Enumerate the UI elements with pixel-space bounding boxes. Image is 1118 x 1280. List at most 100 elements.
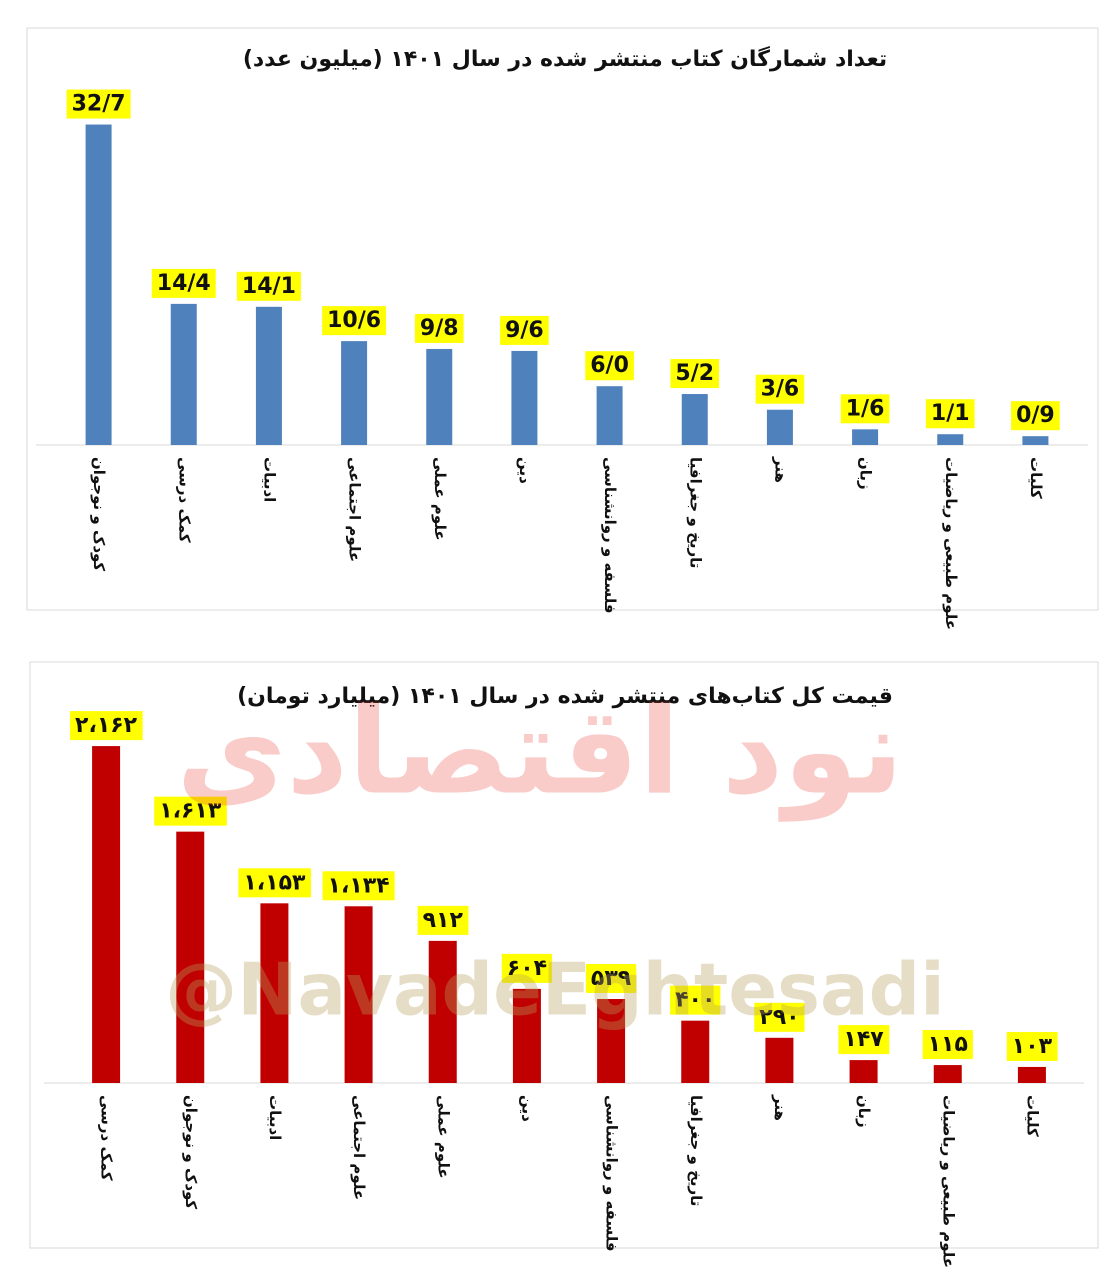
bar — [849, 1060, 878, 1083]
value-label-bg — [236, 271, 301, 301]
x-tick-label: کلیات — [1027, 457, 1045, 499]
x-tick-label: هنر — [771, 1094, 789, 1121]
value-label-bg — [585, 351, 634, 381]
value-label: ۶۰۴ — [507, 956, 547, 981]
x-tick-label: فلسفه و روانشناسی — [603, 1095, 621, 1252]
bar — [511, 350, 538, 445]
value-label: ۱۴۷ — [843, 1027, 884, 1052]
x-tick-label: کمک درسی — [175, 457, 193, 543]
value-label: ۲۹۰ — [759, 1005, 799, 1030]
bar — [681, 1020, 710, 1083]
value-label-bg — [501, 953, 553, 983]
bar — [597, 999, 626, 1083]
value-label-bg — [585, 964, 637, 994]
bar — [596, 386, 623, 445]
x-tick-label: تاریخ و جغرافیا — [687, 1095, 705, 1206]
value-label-bg — [925, 399, 975, 429]
value-label: 14/1 — [242, 274, 296, 299]
value-label-bg — [238, 868, 312, 898]
bar — [170, 303, 197, 445]
value-label: ۱،۶۱۳ — [159, 799, 222, 824]
value-label-bg — [66, 89, 131, 119]
bar — [933, 1065, 962, 1083]
x-tick-label: کودک و نوجوان — [182, 1095, 200, 1209]
value-label-bg — [1011, 401, 1060, 431]
x-tick-label: علوم عملی — [431, 457, 449, 541]
value-label: ۱۰۳ — [1012, 1034, 1053, 1059]
bar — [1022, 436, 1049, 445]
x-tick-label: دین — [518, 1095, 536, 1122]
watermark-handle: @NavadeEghtesadi — [165, 948, 945, 1032]
x-tick-label: علوم عملی — [434, 1095, 452, 1179]
bar — [1017, 1066, 1046, 1083]
x-tick-label: کمک درسی — [98, 1095, 116, 1181]
value-label-bg — [840, 394, 890, 424]
bar — [255, 306, 282, 445]
value-label: 9/8 — [420, 316, 459, 341]
watermark-logo: نود اقتصادی — [176, 683, 903, 822]
x-tick-label: کلیات — [1023, 1095, 1041, 1137]
value-label: ۵۳۹ — [591, 966, 631, 991]
bar — [341, 341, 368, 445]
bar — [512, 988, 541, 1083]
bar — [681, 394, 708, 445]
value-label: 0/9 — [1016, 403, 1055, 428]
x-tick-label: زبان — [857, 457, 875, 490]
value-label-bg — [755, 374, 805, 404]
value-label: ۹۱۲ — [423, 908, 464, 933]
x-tick-label: علوم اجتماعی — [350, 1095, 368, 1200]
value-label-bg — [151, 268, 216, 298]
value-label-bg — [500, 315, 549, 345]
bar — [765, 1037, 794, 1083]
value-label: ۴۰۰ — [675, 988, 715, 1013]
x-tick-label: کودک و نوجوان — [90, 457, 108, 571]
value-label-bg — [838, 1025, 890, 1055]
x-tick-label: هنر — [771, 456, 789, 483]
value-label: 10/6 — [327, 308, 381, 333]
x-tick-label: زبان — [855, 1095, 873, 1128]
bar — [428, 940, 457, 1083]
x-tick-label: ادبیات — [266, 1095, 284, 1140]
chart-frame — [26, 27, 1099, 611]
value-label-bg — [670, 985, 721, 1015]
value-label: ۲،۱۶۲ — [75, 713, 138, 738]
value-label-bg — [670, 359, 720, 389]
value-label: ۱،۱۵۳ — [243, 870, 306, 895]
value-label: 3/6 — [761, 377, 800, 402]
bar — [92, 746, 121, 1083]
x-tick-label: دین — [516, 457, 534, 484]
value-label: 32/7 — [72, 92, 126, 117]
bar — [344, 906, 373, 1083]
value-label: ۱۱۵ — [928, 1032, 968, 1057]
value-label: 5/2 — [675, 361, 714, 386]
value-label-bg — [754, 1002, 805, 1032]
value-label: ۱،۱۳۴ — [328, 873, 390, 898]
bar — [937, 434, 964, 445]
chart-title: تعداد شمارگان کتاب منتشر شده در سال ۱۴۰۱… — [243, 45, 887, 72]
value-label: 1/1 — [931, 401, 970, 426]
value-label-bg — [154, 796, 227, 826]
bar — [426, 348, 453, 445]
bar — [260, 903, 289, 1083]
value-label-bg — [414, 313, 464, 343]
charts: تعداد شمارگان کتاب منتشر شده در سال ۱۴۰۱… — [36, 45, 1088, 1268]
bar — [176, 831, 205, 1083]
value-label-bg — [417, 905, 469, 935]
x-tick-label: علوم اجتماعی — [346, 457, 364, 562]
x-tick-label: تاریخ و جغرافیا — [686, 457, 704, 568]
value-label: 9/6 — [505, 318, 544, 343]
bar — [85, 124, 112, 445]
bar — [766, 409, 793, 445]
value-label-bg — [922, 1030, 973, 1060]
value-label-bg — [70, 711, 143, 741]
bar — [852, 429, 879, 445]
x-tick-label: علوم طبیعی و ریاضیات — [942, 457, 960, 630]
value-label-bg — [322, 306, 387, 336]
value-label: 1/6 — [846, 396, 885, 421]
chart-frame — [29, 661, 1099, 1249]
x-tick-label: علوم طبیعی و ریاضیات — [939, 1095, 957, 1268]
value-label-bg — [1006, 1031, 1058, 1061]
x-tick-label: ادبیات — [260, 457, 278, 502]
value-label-bg — [322, 871, 395, 901]
